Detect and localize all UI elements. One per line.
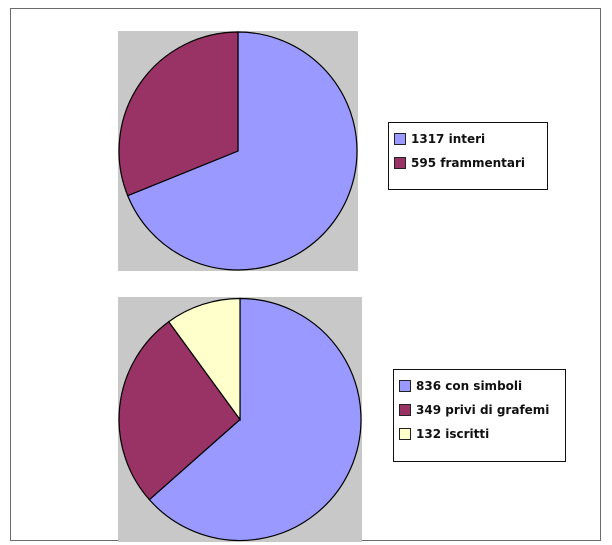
legend-swatch-frammentari — [394, 157, 406, 169]
legend-label-frammentari: 595 frammentari — [411, 156, 526, 170]
legend-swatch-interi — [394, 133, 406, 145]
legend-label-interi: 1317 interi — [411, 132, 486, 146]
legend-item-iscritti: 132 iscritti — [399, 422, 559, 446]
legend-swatch-con-simboli — [399, 380, 411, 392]
legend-swatch-privi-di-grafemi — [399, 404, 411, 416]
legend-label-con-simboli: 836 con simboli — [416, 379, 523, 393]
legend-item-interi: 1317 interi — [394, 127, 541, 151]
legend-label-iscritti: 132 iscritti — [416, 427, 490, 441]
pie-slice-836-con-simboli — [148, 297, 362, 542]
legend-item-frammentari: 595 frammentari — [394, 151, 541, 175]
legend-label-privi-di-grafemi: 349 privi di grafemi — [416, 403, 550, 417]
pie-plot-area-2 — [118, 297, 362, 542]
pie-chart-1 — [118, 31, 358, 271]
pie-slice-595-frammentari — [118, 31, 239, 197]
legend-swatch-iscritti — [399, 428, 411, 440]
pie-slice-1317-interi — [126, 31, 358, 271]
chart-area: 1317 interi 595 frammentari 836 con simb… — [10, 8, 601, 542]
legend-1: 1317 interi 595 frammentari — [388, 122, 548, 190]
pie-chart-2 — [118, 297, 362, 542]
pie-slice-132-iscritti — [167, 297, 241, 422]
pie-plot-area-1 — [118, 31, 358, 271]
legend-2: 836 con simboli 349 privi di grafemi 132… — [393, 369, 566, 462]
legend-item-privi-di-grafemi: 349 privi di grafemi — [399, 398, 559, 422]
pie-slice-349-privi-di-grafemi — [118, 320, 241, 501]
legend-item-con-simboli: 836 con simboli — [399, 374, 559, 398]
